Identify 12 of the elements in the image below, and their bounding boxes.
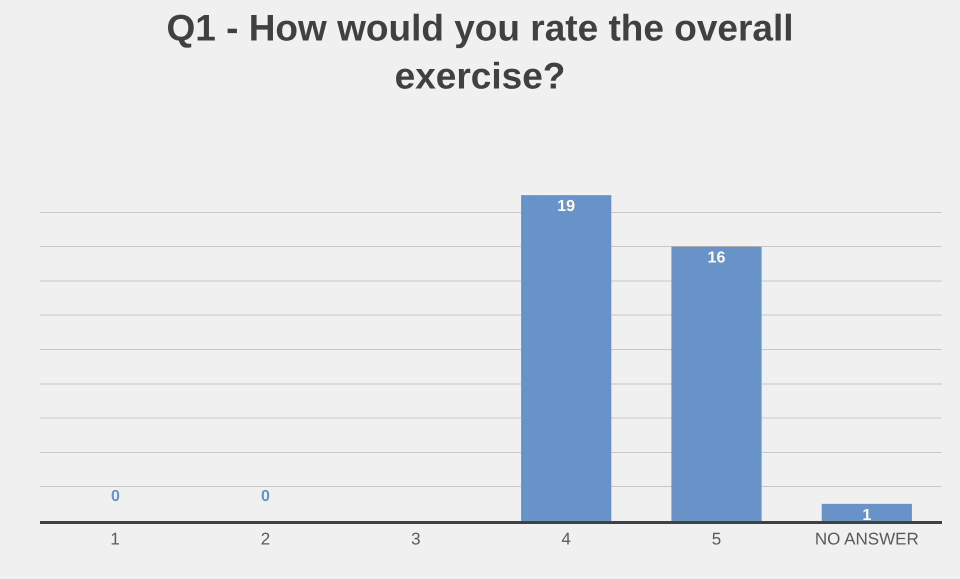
data-label: 19 xyxy=(557,198,576,216)
x-tick-label: 4 xyxy=(561,529,571,548)
data-label: 16 xyxy=(708,250,726,267)
x-tick-label: NO ANSWER xyxy=(814,529,919,548)
x-tick-label: 1 xyxy=(110,529,120,548)
data-label: 1 xyxy=(862,506,872,524)
x-tick-label: 3 xyxy=(411,529,421,548)
chart-title: Q1 - How would you rate the overall exercise? xyxy=(166,8,794,97)
x-tick-label: 2 xyxy=(260,529,270,548)
data-label: 0 xyxy=(111,488,120,505)
data-label: 0 xyxy=(261,488,270,505)
x-tick-label: 5 xyxy=(712,529,722,548)
